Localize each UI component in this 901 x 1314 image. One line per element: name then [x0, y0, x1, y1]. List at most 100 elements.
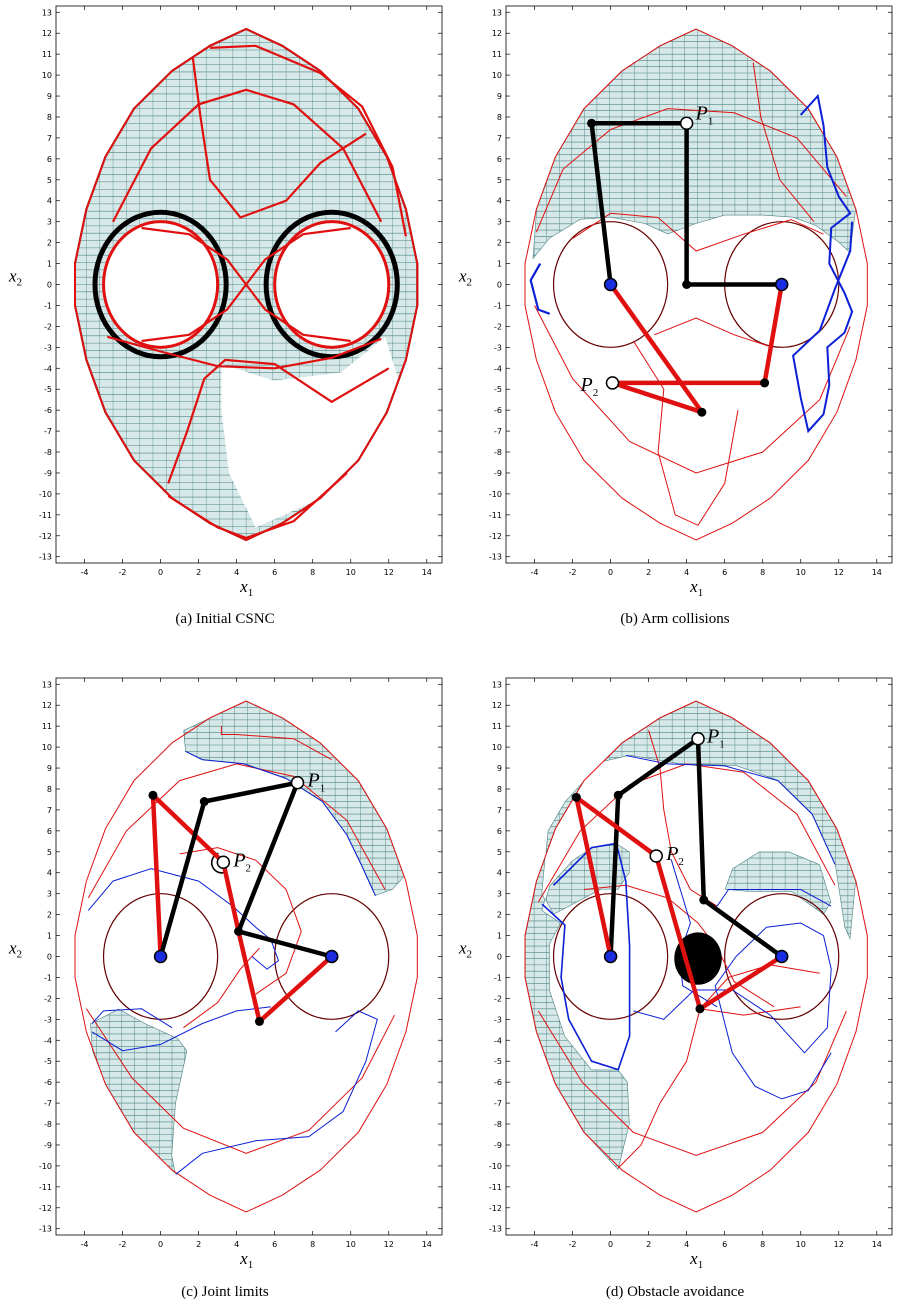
y-axis-label-sub: 2: [17, 277, 23, 289]
x-tick-label: 2: [196, 1240, 201, 1249]
x-tick-label: 8: [760, 1240, 765, 1249]
joint-dot: [682, 280, 692, 289]
y-tick-label: 6: [497, 155, 502, 164]
point-label-p2: P2: [579, 374, 598, 399]
x-tick-label: 14: [872, 568, 882, 577]
blue-collision-left: [529, 263, 551, 315]
y-tick-label: -6: [44, 1078, 52, 1087]
red-curve-2: [534, 305, 851, 474]
y-tick-label: -12: [489, 532, 502, 541]
red-lobe-lower: [167, 358, 390, 484]
y-tick-label: -4: [44, 364, 52, 373]
y-axis-label: x2: [458, 267, 472, 289]
x-tick-label: 4: [684, 568, 689, 577]
y-tick-label: -9: [44, 1141, 52, 1150]
y-tick-label: 0: [497, 281, 502, 290]
y-tick-label: -10: [489, 490, 502, 499]
x-tick-label: 12: [834, 1240, 844, 1249]
blue-collision-right: [792, 93, 854, 434]
y-tick-label: -13: [489, 553, 502, 562]
x-tick-label: 14: [422, 568, 432, 577]
y-axis-label-sub: 2: [467, 949, 473, 961]
x-tick-label: -2: [119, 568, 127, 577]
y-axis-label-main: x: [8, 267, 17, 286]
end-effector-p1: [691, 731, 705, 746]
y-tick-label: 2: [47, 911, 52, 920]
x-tick-label: 14: [422, 1240, 432, 1249]
y-tick-label: -3: [494, 1015, 502, 1024]
x-axis-label: x1: [239, 577, 253, 599]
x-axis-label-sub: 1: [698, 587, 704, 599]
blue-limit-4: [175, 1010, 378, 1175]
y-tick-label: 3: [47, 218, 52, 227]
y-tick-label: -1: [494, 301, 502, 310]
x-tick-label: 14: [872, 1240, 882, 1249]
y-tick-label: 12: [42, 29, 52, 38]
red-curve-3: [179, 847, 302, 995]
end-effector-p2: [605, 376, 620, 390]
arm-red: [608, 282, 784, 415]
y-tick-label: -12: [39, 532, 52, 541]
point-label-p1: P1: [695, 102, 714, 127]
feasible-region-lower-fill: [90, 1008, 188, 1175]
red-curve-4: [752, 62, 815, 223]
y-tick-label: -8: [494, 1120, 502, 1129]
panel-b: P1 P2 13 12 11 10 9 8 7 6 5 4 3 2 1 0 -1 -2 -3 -4 -5 -6 -7 -8 -9…: [450, 0, 901, 627]
y-tick-label: 1: [497, 932, 502, 941]
x-tick-label: -4: [81, 568, 89, 577]
y-tick-label: -8: [494, 448, 502, 457]
red-circle-right: [274, 893, 390, 1020]
y-tick-label: 8: [497, 785, 502, 794]
y-tick-label: 5: [47, 848, 52, 857]
x-axis-label-main: x: [689, 577, 698, 596]
workspace-boundary: [524, 700, 868, 1213]
y-tick-label: 3: [497, 218, 502, 227]
red-circle-left: [102, 893, 219, 1020]
red-arc-lower: [107, 335, 382, 370]
y-tick-label: -11: [39, 1183, 52, 1192]
y-tick-label: 5: [497, 176, 502, 185]
y-tick-label: 2: [47, 239, 52, 248]
x-tick-label: 2: [646, 1240, 651, 1249]
red-circle-right: [273, 220, 391, 349]
end-effector-p1: [290, 775, 305, 790]
blue-limit-1: [541, 842, 631, 1071]
x-tick-label: -2: [119, 1240, 127, 1249]
blue-limit-3: [716, 889, 832, 907]
x-tick-label: 10: [346, 1240, 356, 1249]
y-tick-label: 4: [47, 197, 52, 206]
joint-dot: [234, 926, 244, 936]
y-tick-label: -8: [44, 448, 52, 457]
y-tick-label: 2: [497, 239, 502, 248]
base-joint-left: [603, 949, 618, 964]
axes: 131211109876543210-1-2-3-4-5-6-7-8-9-10-…: [458, 677, 893, 1271]
point-label-sub: 2: [246, 862, 252, 874]
x-axis-label-main: x: [239, 577, 248, 596]
y-tick-label: 3: [47, 890, 52, 899]
feasible-region-upper-fill: [183, 701, 406, 896]
y-tick-label: -13: [39, 1225, 52, 1234]
y-tick-label: 12: [492, 701, 502, 710]
point-label-main: P: [306, 770, 319, 792]
red-cross-2: [141, 226, 351, 343]
blue-limit-1: [185, 750, 376, 897]
base-joint-right: [774, 949, 789, 964]
point-label-sub: 1: [708, 115, 714, 127]
y-tick-label: 5: [497, 848, 502, 857]
y-tick-label: 11: [42, 722, 52, 731]
y-tick-label: -4: [494, 364, 502, 373]
y-tick-label: 2: [497, 911, 502, 920]
x-tick-label: -2: [569, 1240, 577, 1249]
caption-b: (b) Arm collisions: [620, 611, 730, 627]
x-axis-label-sub: 1: [248, 587, 254, 599]
blue-limit-5: [91, 1008, 173, 1029]
panel-a: 13 12 11 10 9 8 7 6 5 4 3 2 1 0 -1 -2 -3 -4 -5 -6 -7 -8 -9 -10-…: [0, 0, 450, 627]
x-axis-label-sub: 1: [698, 1259, 704, 1271]
y-tick-label: 13: [42, 8, 52, 17]
y-tick-label: 3: [497, 890, 502, 899]
y-tick-label: -2: [494, 994, 502, 1003]
y-tick-label: 10: [492, 71, 502, 80]
y-tick-label: 9: [497, 92, 502, 101]
point-label-main: P: [232, 849, 245, 871]
joint-dot: [254, 1016, 264, 1026]
